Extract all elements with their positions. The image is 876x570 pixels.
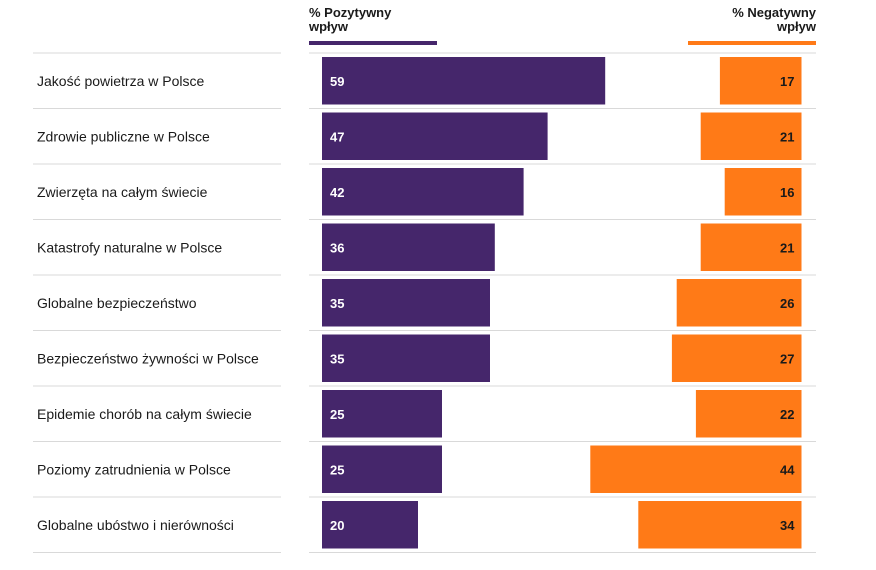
positive-value-label: 25 [330,407,344,422]
positive-bar [322,168,524,216]
negative-bar [638,501,802,549]
positive-bar [322,334,490,382]
positive-value-label: 42 [330,185,344,200]
category-label: Globalne ubóstwo i nierówności [37,517,234,533]
positive-bar [322,279,490,327]
negative-header-underline [688,41,816,45]
category-label: Zdrowie publiczne w Polsce [37,128,210,144]
positive-value-label: 47 [330,129,344,144]
positive-bar [322,445,442,493]
positive-bar [322,223,495,271]
negative-value-label: 21 [780,240,794,255]
positive-value-label: 20 [330,518,344,533]
category-label: Bezpieczeństwo żywności w Polsce [37,350,259,366]
category-label: Jakość powietrza w Polsce [37,73,205,89]
negative-value-label: 22 [780,407,794,422]
negative-header: % Negatywny wpływ [732,5,816,34]
category-label: Poziomy zatrudnienia w Polsce [37,461,231,477]
category-label: Globalne bezpieczeństwo [37,295,197,311]
negative-bar [700,223,802,271]
positive-value-label: 59 [330,74,344,89]
negative-value-label: 34 [780,518,795,533]
negative-bar [724,168,802,216]
positive-value-label: 35 [330,296,344,311]
category-label: Katastrofy naturalne w Polsce [37,239,222,255]
negative-value-label: 16 [780,185,794,200]
positive-value-label: 25 [330,462,344,477]
positive-bar [322,57,606,105]
positive-header-underline [309,41,437,45]
negative-bar [695,390,802,438]
positive-bar [322,112,548,160]
negative-bar [671,334,802,382]
positive-header: % Pozytywny wpływ [309,5,392,34]
negative-bar [719,57,802,105]
negative-value-label: 27 [780,351,794,366]
positive-bar [322,390,442,438]
negative-value-label: 26 [780,296,794,311]
negative-value-label: 44 [780,462,795,477]
positive-value-label: 36 [330,240,344,255]
category-label: Epidemie chorób na całym świecie [37,406,252,422]
negative-value-label: 21 [780,129,794,144]
negative-value-label: 17 [780,74,794,89]
negative-bar [590,445,802,493]
category-label: Zwierzęta na całym świecie [37,184,208,200]
positive-value-label: 35 [330,351,344,366]
negative-bar [700,112,802,160]
negative-bar [676,279,802,327]
positive-bar [322,501,418,549]
